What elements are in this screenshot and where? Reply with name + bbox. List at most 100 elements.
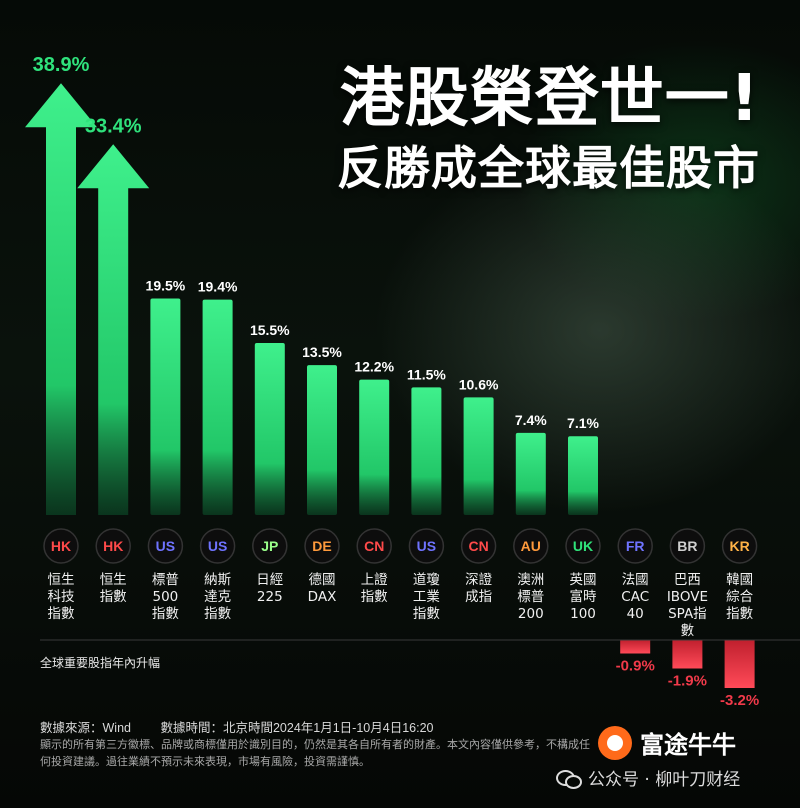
data-time: 數據時間：北京時間2024年1月1日-10月4日16:20	[160, 721, 434, 735]
index-name: 富時	[570, 588, 598, 605]
index-name: 納斯	[204, 572, 231, 588]
index-name: 標普	[517, 589, 544, 605]
index-name: 指數	[204, 606, 231, 622]
value-label: 7.1%	[567, 415, 599, 431]
index-name: 數	[681, 623, 695, 639]
country-badge	[252, 528, 288, 564]
country-badge	[304, 528, 340, 564]
country-code: UK	[573, 538, 593, 554]
chart-caption: 全球重要股指年內升幅	[40, 656, 161, 670]
bar-arrow	[25, 83, 97, 516]
wechat-icon	[556, 768, 582, 789]
country-code: JP	[261, 538, 278, 554]
value-label: 12.2%	[354, 359, 394, 375]
index-name: 成指	[465, 589, 492, 605]
index-name: 恒生	[48, 572, 75, 588]
futu-logo-icon	[598, 725, 632, 760]
index-name: SPA指	[668, 606, 707, 622]
country-code: US	[208, 538, 227, 554]
index-name: 德國	[309, 572, 336, 588]
value-label: -3.2%	[720, 692, 759, 709]
value-label: 38.9%	[33, 54, 90, 76]
bar-negative	[620, 640, 651, 654]
index-name: CAC	[621, 589, 649, 605]
bar-arrow	[77, 144, 150, 515]
wechat-account: 公众号 · 柳叶刀财经	[556, 765, 740, 790]
country-code: KR	[729, 538, 749, 554]
index-name: 日經	[256, 572, 283, 588]
bar	[150, 298, 181, 515]
index-name: 指數	[726, 606, 754, 622]
country-badge	[513, 528, 549, 564]
country-badge	[721, 528, 758, 564]
country-code: CN	[468, 538, 488, 554]
index-name: 韓國	[726, 572, 753, 588]
value-label: 33.4%	[85, 115, 142, 137]
index-name: 法國	[622, 572, 649, 588]
country-badge	[95, 528, 131, 564]
country-code: FR	[626, 538, 645, 554]
headline-line1: 港股榮登世一!	[339, 62, 760, 136]
headline: 港股榮登世一! 反勝成全球最佳股市	[337, 60, 760, 198]
bar	[359, 379, 390, 515]
index-name: 指數	[152, 606, 179, 622]
value-label: -1.9%	[668, 673, 707, 690]
bar	[515, 432, 546, 515]
bars-group: 38.9%HK恒生科技指數33.4%HK恒生指數19.5%US標普500指數19…	[25, 54, 800, 709]
source-line: 數據來源：Wind 數據時間：北京時間2024年1月1日-10月4日16:20	[40, 717, 459, 736]
index-name: 100	[570, 606, 596, 622]
index-name: 225	[257, 589, 283, 605]
country-badge	[460, 528, 497, 564]
disclaimer: 顯示的所有第三方徽標、品牌或商標僅用於識別目的，仍然是其各自所有者的財產。本文內…	[40, 739, 590, 768]
country-code: BR	[677, 538, 697, 554]
value-label: 19.4%	[198, 279, 238, 295]
value-label: 7.4%	[515, 412, 547, 428]
index-name: 指數	[100, 589, 127, 605]
value-label: 10.6%	[459, 376, 499, 392]
bar	[202, 299, 233, 515]
country-badge	[199, 528, 236, 564]
brand: 富途牛牛	[598, 725, 736, 760]
country-badge	[669, 528, 706, 564]
bar-negative	[724, 640, 755, 688]
index-name: 200	[518, 606, 544, 622]
index-name: 指數	[413, 606, 440, 622]
country-code: US	[156, 538, 175, 554]
index-name: 500	[153, 589, 179, 605]
country-badge	[617, 528, 653, 564]
index-name: IBOVE	[667, 589, 708, 605]
value-label: 11.5%	[407, 366, 446, 382]
value-label: 15.5%	[250, 322, 290, 338]
country-badge	[408, 528, 445, 564]
index-name: 深證	[465, 571, 492, 588]
bar	[411, 387, 442, 515]
country-code: HK	[103, 538, 123, 554]
index-name: 綜合	[726, 589, 754, 605]
country-code: CN	[364, 538, 384, 554]
index-name: 標普	[152, 572, 179, 588]
country-badge	[356, 528, 392, 564]
index-name: 道瓊	[413, 572, 440, 588]
wechat-text: 公众号 · 柳叶刀财经	[588, 770, 741, 790]
country-badge	[43, 528, 79, 564]
bar	[463, 397, 494, 515]
index-name: 指數	[361, 589, 388, 605]
value-label: 13.5%	[302, 344, 342, 360]
index-name: 英國	[570, 571, 597, 588]
country-code: US	[417, 538, 436, 554]
country-code: HK	[51, 538, 71, 554]
